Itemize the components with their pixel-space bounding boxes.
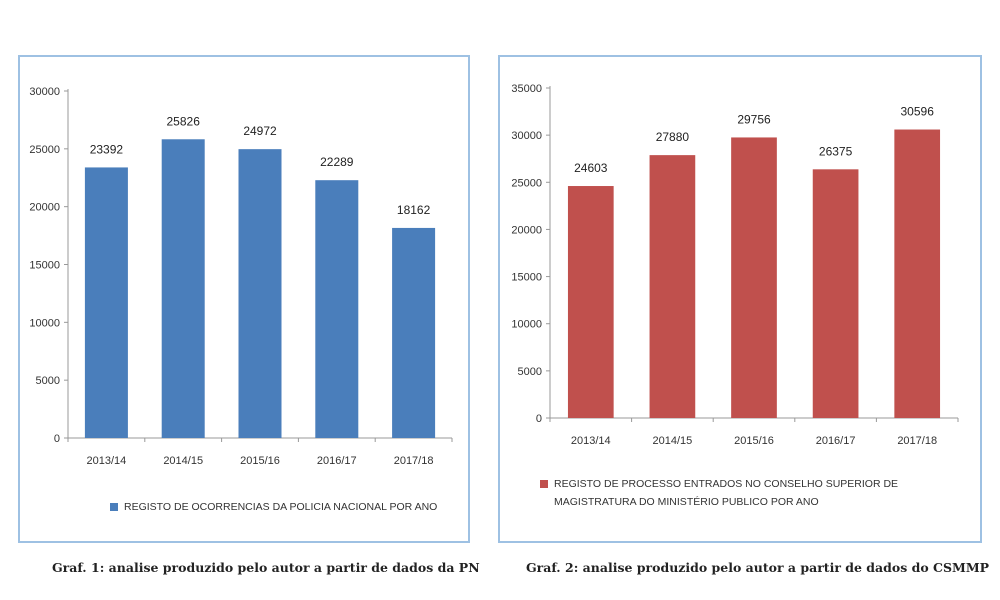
caption-graf-1: Graf. 1: analise produzido pelo autor a … bbox=[52, 560, 480, 575]
bar bbox=[649, 155, 696, 418]
x-tick-label: 2015/16 bbox=[240, 455, 280, 467]
bar bbox=[238, 149, 282, 438]
bar bbox=[894, 129, 941, 418]
y-tick-label: 35000 bbox=[511, 83, 542, 95]
data-label: 24603 bbox=[574, 161, 608, 175]
legend-swatch-1 bbox=[110, 503, 118, 511]
y-tick-label: 25000 bbox=[511, 177, 542, 189]
x-tick-label: 2017/18 bbox=[394, 455, 434, 467]
chart-panel-1: 0 5000 10000 15000 20000 25000 30000 23392 2013/… bbox=[18, 55, 470, 543]
data-label: 29756 bbox=[737, 112, 771, 126]
bar-chart-2: 0 5000 10000 15000 20000 25000 30000 35000 24603… bbox=[511, 83, 959, 447]
y-tick-label: 15000 bbox=[29, 260, 60, 272]
y-tick-label: 10000 bbox=[511, 319, 542, 331]
y-tick-label: 0 bbox=[54, 433, 60, 445]
y-tick-label: 5000 bbox=[36, 375, 60, 387]
x-tick-label: 2016/17 bbox=[317, 455, 357, 467]
y-tick-label: 0 bbox=[536, 413, 542, 425]
y-tick-label: 15000 bbox=[511, 272, 542, 284]
y-tick-label: 20000 bbox=[511, 224, 542, 236]
bar-chart-1: 0 5000 10000 15000 20000 25000 30000 23392 2013/… bbox=[29, 86, 453, 467]
y-tick-label: 30000 bbox=[511, 130, 542, 142]
legend-label-2: REGISTO DE PROCESSO ENTRADOS NO CONSELHO… bbox=[554, 478, 899, 508]
y-tick-label: 10000 bbox=[29, 317, 60, 329]
data-label: 25826 bbox=[167, 114, 201, 128]
x-tick-label: 2013/14 bbox=[571, 435, 611, 447]
x-tick-label: 2015/16 bbox=[734, 435, 774, 447]
x-tick-label: 2014/15 bbox=[163, 455, 203, 467]
y-tick-label: 5000 bbox=[518, 366, 542, 378]
bar bbox=[315, 180, 359, 439]
y-tick-label: 30000 bbox=[29, 86, 60, 98]
data-label: 22289 bbox=[320, 155, 354, 169]
x-tick-label: 2017/18 bbox=[897, 435, 937, 447]
data-label: 26375 bbox=[819, 144, 853, 158]
y-tick-label: 25000 bbox=[29, 144, 60, 156]
legend-swatch-2 bbox=[540, 480, 548, 488]
bar bbox=[812, 169, 859, 418]
legend-1: REGISTO DE OCORRENCIAS DA POLICIA NACION… bbox=[110, 498, 450, 516]
legend-label-1: REGISTO DE OCORRENCIAS DA POLICIA NACION… bbox=[124, 501, 438, 513]
bar bbox=[567, 186, 614, 418]
data-label: 23392 bbox=[90, 142, 124, 156]
y-tick-label: 20000 bbox=[29, 202, 60, 214]
bar bbox=[731, 137, 777, 418]
data-label: 30596 bbox=[901, 105, 935, 119]
bar bbox=[161, 139, 205, 438]
x-tick-label: 2014/15 bbox=[653, 435, 693, 447]
data-label: 18162 bbox=[397, 203, 431, 217]
x-tick-label: 2016/17 bbox=[816, 435, 856, 447]
data-label: 24972 bbox=[243, 124, 277, 138]
data-label: 27880 bbox=[656, 130, 690, 144]
bar bbox=[392, 227, 436, 438]
legend-2: REGISTO DE PROCESSO ENTRADOS NO CONSELHO… bbox=[540, 475, 960, 511]
bar bbox=[84, 167, 128, 438]
caption-graf-2: Graf. 2: analise produzido pelo autor a … bbox=[526, 560, 990, 575]
chart-panel-2: 0 5000 10000 15000 20000 25000 30000 35000 24603… bbox=[498, 55, 982, 543]
x-tick-label: 2013/14 bbox=[87, 455, 127, 467]
